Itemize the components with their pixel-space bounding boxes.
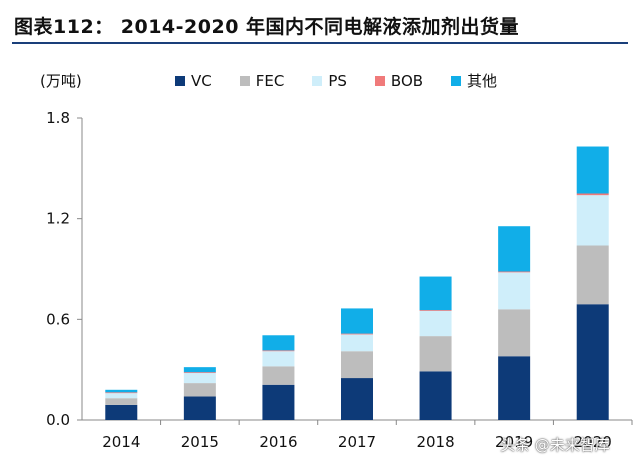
chart-title: 图表112： 2014-2020 年国内不同电解液添加剂出货量 [14, 16, 520, 38]
x-tick-label: 2014 [102, 433, 140, 451]
bar-ps-2017 [341, 334, 373, 352]
y-tick-label: 1.2 [46, 210, 70, 228]
bar-other-2020 [576, 146, 609, 194]
legend-item-fec: FEC [239, 71, 285, 90]
bar-bob-2019 [498, 271, 531, 273]
bar-vc-2020 [576, 304, 609, 420]
legend-item-vc: VC [175, 72, 212, 90]
bar-bob-2020 [576, 193, 609, 196]
x-tick-label: 2020 [574, 433, 612, 451]
bar-fec-2018 [419, 336, 452, 372]
legend-swatch-fec [239, 75, 250, 86]
bar-other-2014 [105, 389, 138, 393]
bar-fec-2016 [262, 366, 295, 385]
bar-ps-2018 [419, 310, 452, 337]
bar-bob-2015 [183, 372, 216, 374]
bar-bob-2016 [262, 350, 295, 352]
legend-item-ps: PS [312, 72, 347, 90]
x-tick-label: 2017 [338, 433, 376, 451]
legend-label-ps: PS [328, 71, 347, 90]
y-tick-label: 0.0 [46, 411, 70, 429]
y-tick-label: 1.8 [46, 109, 70, 127]
legend-item-other: 其他 [451, 70, 497, 91]
bar-vc-2015 [183, 396, 216, 420]
legend-label-vc: VC [191, 71, 212, 90]
legend-swatch-vc [175, 75, 185, 86]
bar-ps-2020 [576, 195, 609, 246]
legend-label-other: 其他 [467, 72, 498, 90]
bar-bob-2014 [105, 392, 138, 394]
legend-item-bob: BOB [374, 71, 424, 90]
x-tick-label: 2016 [259, 433, 297, 451]
y-tick-label: 0.6 [46, 310, 70, 328]
bar-vc-2016 [262, 384, 295, 420]
title-divider [12, 42, 628, 44]
y-axis-unit-label: (万吨) [40, 72, 82, 90]
legend-label-bob: BOB [390, 71, 424, 90]
chart-legend: VC FEC PS BOB 其他 [175, 70, 525, 91]
legend-swatch-bob [374, 75, 385, 86]
bar-fec-2020 [576, 245, 609, 305]
bar-bob-2018 [419, 310, 452, 311]
x-tick-label: 2018 [416, 433, 454, 451]
bar-vc-2017 [341, 378, 373, 420]
x-tick-label: 2019 [495, 433, 533, 451]
bar-vc-2019 [498, 356, 531, 420]
bar-fec-2015 [183, 383, 216, 397]
x-tick-label: 2015 [181, 433, 219, 451]
bar-other-2016 [262, 335, 295, 351]
bar-fec-2019 [498, 309, 531, 357]
bar-vc-2018 [419, 371, 452, 420]
legend-swatch-other [451, 75, 462, 86]
bar-other-2015 [183, 367, 216, 373]
bar-ps-2019 [498, 272, 531, 310]
bar-fec-2017 [341, 351, 373, 379]
bar-other-2017 [341, 308, 373, 334]
bar-ps-2014 [105, 393, 138, 399]
bar-other-2018 [419, 276, 452, 311]
bar-ps-2016 [262, 351, 295, 367]
bar-vc-2014 [105, 404, 138, 420]
bar-fec-2014 [105, 398, 138, 405]
legend-label-fec: FEC [255, 71, 285, 90]
watermark-text: 头条 @未来智库 [500, 436, 610, 454]
bar-other-2019 [498, 226, 531, 272]
bar-bob-2017 [341, 333, 373, 335]
bar-ps-2015 [183, 373, 216, 384]
legend-swatch-ps [312, 75, 323, 86]
